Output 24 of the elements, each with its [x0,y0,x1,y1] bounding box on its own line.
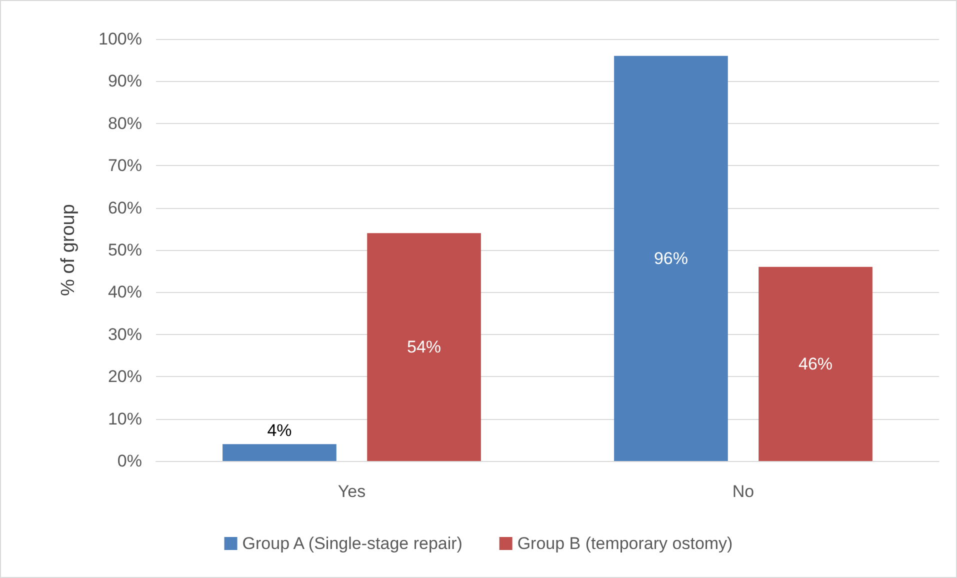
bar [222,444,336,461]
y-tick-label: 0% [117,452,142,470]
bar [614,56,728,461]
y-axis-title: % of group [58,204,79,296]
y-tick-label: 100% [98,30,142,48]
y-tick-label: 20% [108,367,142,386]
data-label: 54% [407,338,442,357]
y-tick-label: 50% [108,240,142,260]
legend-label: Group A (Single-stage repair) [242,534,462,553]
data-label: 4% [267,421,292,440]
x-tick-label: No [732,482,754,501]
x-tick-label: Yes [338,482,366,501]
y-tick-label: 40% [108,282,142,302]
y-tick-label: 60% [108,198,142,218]
y-tick-label: 80% [108,114,142,133]
y-tick-label: 70% [108,156,142,176]
bar [758,266,872,461]
data-label: 46% [798,354,833,374]
data-label: 96% [654,248,688,268]
bar [367,233,481,461]
y-tick-label: 10% [108,409,142,428]
y-tick-label: 90% [108,72,142,91]
legend-label: Group B (temporary ostomy) [517,534,733,553]
y-tick-label: 30% [108,324,142,344]
